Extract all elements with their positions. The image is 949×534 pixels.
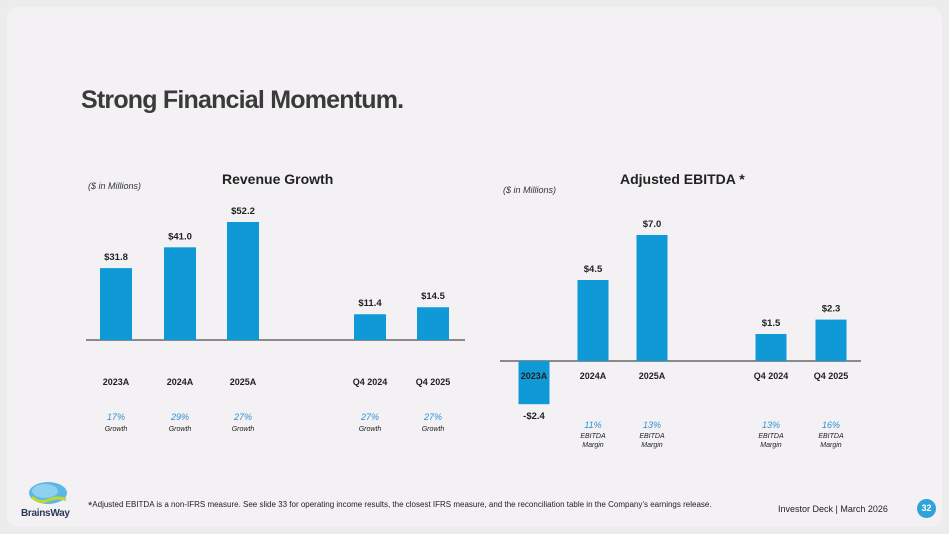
ebitda-sub-label-line: EBITDA: [580, 433, 606, 440]
ebitda-sub-label: EBITDA Margin: [758, 433, 784, 449]
ebitda-value-label: $7.0: [643, 219, 662, 230]
revenue-sub-label: Growth: [169, 426, 192, 433]
slide: [7, 7, 942, 527]
revenue-pct-label: 27%: [360, 412, 379, 422]
page-number: 32: [917, 499, 936, 518]
revenue-value-label: $11.4: [358, 298, 382, 309]
revenue-category-label: 2025A: [230, 377, 257, 387]
revenue-sub-label: Growth: [232, 426, 255, 433]
revenue-category-label: 2023A: [103, 377, 130, 387]
ebitda-pct-label: 13%: [762, 420, 780, 430]
revenue-value-label: $14.5: [421, 291, 445, 302]
revenue-bar: [417, 307, 449, 340]
revenue-bar: [164, 247, 196, 340]
footnote: *Adjusted EBITDA is a non-IFRS measure. …: [88, 500, 712, 512]
brainsway-logo-icon: [29, 482, 67, 504]
ebitda-sub-label-line: EBITDA: [758, 433, 784, 440]
ebitda-pct-label: 16%: [822, 420, 840, 430]
revenue-value-label: $31.8: [104, 252, 128, 263]
ebitda-units-label: ($ in Millions): [503, 185, 557, 195]
ebitda-bar: [518, 361, 550, 405]
revenue-value-label: $41.0: [168, 231, 192, 242]
ebitda-category-label: Q4 2024: [754, 371, 789, 381]
ebitda-pct-label: 11%: [584, 420, 601, 430]
ebitda-category-label: Q4 2025: [814, 371, 849, 381]
revenue-sub-label: Growth: [359, 426, 382, 433]
ebitda-sub-label-line: EBITDA: [639, 433, 665, 440]
ebitda-bar: [755, 334, 787, 361]
revenue-units-label: ($ in Millions): [88, 181, 142, 191]
ebitda-bar: [636, 235, 668, 361]
revenue-pct-label: 17%: [107, 412, 125, 422]
ebitda-category-label: 2025A: [639, 371, 666, 381]
revenue-sub-label: Growth: [105, 426, 128, 433]
revenue-bar: [100, 268, 132, 340]
revenue-bar: [354, 314, 386, 340]
ebitda-sub-label-line: Margin: [760, 442, 782, 449]
page-title: Strong Financial Momentum.: [81, 86, 404, 114]
ebitda-value-label: -$2.4: [523, 411, 545, 422]
ebitda-value-label: $2.3: [822, 304, 841, 315]
ebitda-sub-label: EBITDA Margin: [818, 433, 844, 449]
ebitda-sub-label-line: EBITDA: [818, 433, 844, 440]
brainsway-logo-text: BrainsWay: [21, 508, 70, 519]
ebitda-category-label: 2024A: [580, 371, 607, 381]
ebitda-value-label: $1.5: [762, 318, 781, 329]
ebitda-value-label: $4.5: [584, 264, 603, 275]
ebitda-sub-label-line: Margin: [641, 442, 663, 449]
ebitda-sub-label: EBITDA Margin: [580, 433, 606, 449]
revenue-sub-label: Growth: [422, 426, 445, 433]
revenue-pct-label: 27%: [423, 412, 442, 422]
revenue-category-label: 2024A: [167, 377, 194, 387]
ebitda-sub-label-line: Margin: [820, 442, 842, 449]
ebitda-sub-label: EBITDA Margin: [639, 433, 665, 449]
revenue-pct-label: 27%: [233, 412, 252, 422]
revenue-bar: [227, 222, 259, 340]
revenue-category-label: Q4 2024: [353, 377, 388, 387]
ebitda-bar: [815, 319, 847, 361]
revenue-chart-title: Revenue Growth: [222, 171, 334, 187]
footnote-star: *: [88, 500, 93, 512]
ebitda-sub-label-line: Margin: [582, 442, 604, 449]
ebitda-chart-title: Adjusted EBITDA *: [620, 171, 745, 187]
revenue-pct-label: 29%: [170, 412, 189, 422]
footnote-text: Adjusted EBITDA is a non-IFRS measure. S…: [92, 500, 712, 509]
ebitda-category-label: 2023A: [521, 371, 548, 381]
revenue-category-label: Q4 2025: [416, 377, 451, 387]
ebitda-pct-label: 13%: [643, 420, 661, 430]
deck-label: Investor Deck | March 2026: [778, 504, 888, 514]
ebitda-bar: [577, 280, 609, 361]
revenue-value-label: $52.2: [231, 206, 255, 217]
